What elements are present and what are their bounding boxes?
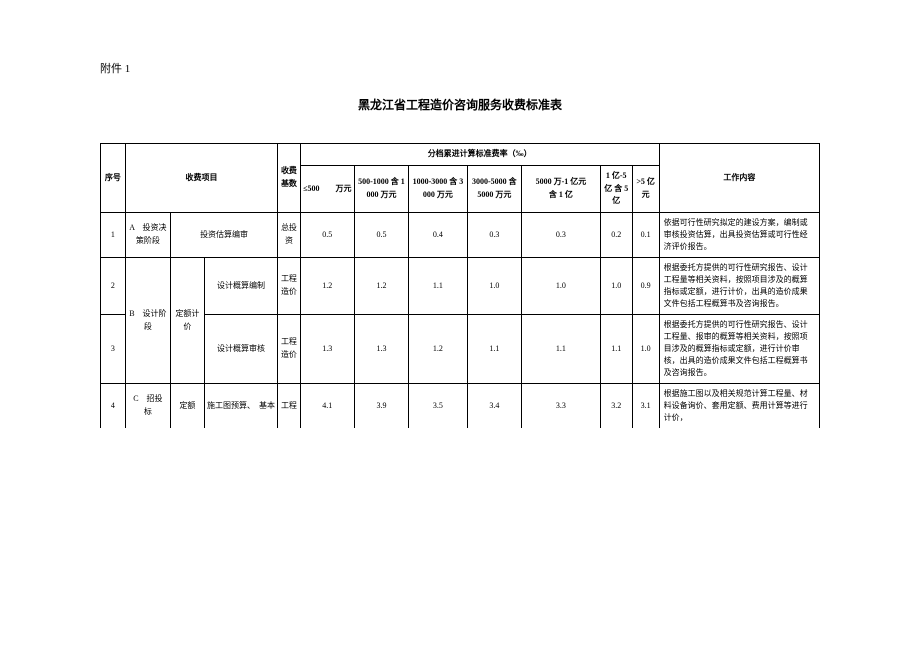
- th-item: 收费项目: [125, 144, 277, 213]
- th-base: 收费基数: [278, 144, 301, 213]
- th-tier7: >5 亿元: [632, 165, 659, 212]
- cell-base: 工程造价: [278, 258, 301, 315]
- cell-v2: 0.5: [354, 213, 408, 258]
- cell-v7: 0.1: [632, 213, 659, 258]
- cell-v6: 0.2: [600, 213, 632, 258]
- cell-base: 工程: [278, 384, 301, 429]
- cell-v3: 3.5: [409, 384, 468, 429]
- th-tier1: ≤500 万元: [300, 165, 354, 212]
- cell-sub: 定额计价: [170, 258, 204, 384]
- th-tier6: 1 亿-5 亿 含 5 亿: [600, 165, 632, 212]
- cell-name: 设计概算编制: [204, 258, 277, 315]
- cell-v5: 1.0: [521, 258, 600, 315]
- cell-v5: 1.1: [521, 315, 600, 384]
- cell-seq: 1: [101, 213, 126, 258]
- cell-group: B 设计阶段: [125, 258, 170, 384]
- th-seq: 序号: [101, 144, 126, 213]
- th-tier5: 5000 万-1 亿元 含 1 亿: [521, 165, 600, 212]
- th-content: 工作内容: [659, 144, 819, 213]
- attachment-label: 附件 1: [100, 60, 820, 76]
- cell-desc: 根据施工图以及相关规范计算工程量、材料设备询价、套用定额、费用计算等进行计价，: [659, 384, 819, 429]
- cell-name: 投资估算编审: [170, 213, 277, 258]
- table-row: 1 A 投资决策阶段 投资估算编审 总投资 0.5 0.5 0.4 0.3 0.…: [101, 213, 820, 258]
- th-tier3: 1000-3000 含 3000 万元: [409, 165, 468, 212]
- cell-v1: 4.1: [300, 384, 354, 429]
- cell-v5: 3.3: [521, 384, 600, 429]
- cell-seq: 2: [101, 258, 126, 315]
- page-title: 黑龙江省工程造价咨询服务收费标准表: [100, 96, 820, 113]
- cell-seq: 4: [101, 384, 126, 429]
- cell-v4: 1.0: [467, 258, 521, 315]
- th-tier2: 500-1000 含 1000 万元: [354, 165, 408, 212]
- table-row: 4 C 招投 标 定额 施工图预算、 基本 工程 4.1 3.9 3.5 3.4…: [101, 384, 820, 429]
- cell-v7: 3.1: [632, 384, 659, 429]
- cell-v6: 3.2: [600, 384, 632, 429]
- th-tier-group: 分档累进计算标准费率（‰）: [300, 144, 659, 166]
- cell-v1: 1.2: [300, 258, 354, 315]
- cell-desc: 根据委托方提供的可行性研究报告、设计工程量等相关资料，按照项目涉及的概算指标或定…: [659, 258, 819, 315]
- cell-base: 总投资: [278, 213, 301, 258]
- cell-v3: 1.2: [409, 315, 468, 384]
- cell-v7: 0.9: [632, 258, 659, 315]
- cell-v4: 1.1: [467, 315, 521, 384]
- cell-v4: 0.3: [467, 213, 521, 258]
- cell-v3: 1.1: [409, 258, 468, 315]
- cell-desc: 根据委托方提供的可行性研究报告、设计工程量、报审的概算等相关资料，按照项目涉及的…: [659, 315, 819, 384]
- cell-v1: 0.5: [300, 213, 354, 258]
- th-tier4: 3000-5000 含 5000 万元: [467, 165, 521, 212]
- cell-v3: 0.4: [409, 213, 468, 258]
- cell-v6: 1.1: [600, 315, 632, 384]
- cell-v5: 0.3: [521, 213, 600, 258]
- fee-standard-table: 序号 收费项目 收费基数 分档累进计算标准费率（‰） 工作内容 ≤500 万元 …: [100, 143, 820, 428]
- cell-v2: 1.3: [354, 315, 408, 384]
- table-row: 3 设计概算审核 工程造价 1.3 1.3 1.2 1.1 1.1 1.1 1.…: [101, 315, 820, 384]
- cell-v2: 3.9: [354, 384, 408, 429]
- cell-v1: 1.3: [300, 315, 354, 384]
- table-row: 2 B 设计阶段 定额计价 设计概算编制 工程造价 1.2 1.2 1.1 1.…: [101, 258, 820, 315]
- cell-v7: 1.0: [632, 315, 659, 384]
- cell-name: 设计概算审核: [204, 315, 277, 384]
- cell-v2: 1.2: [354, 258, 408, 315]
- cell-desc: 依据可行性研究拟定的建设方案，编制或审核投资估算，出具投资估算或可行性经济评价报…: [659, 213, 819, 258]
- cell-v4: 3.4: [467, 384, 521, 429]
- cell-v6: 1.0: [600, 258, 632, 315]
- cell-group: A 投资决策阶段: [125, 213, 170, 258]
- cell-name: 施工图预算、 基本: [204, 384, 277, 429]
- cell-base: 工程造价: [278, 315, 301, 384]
- cell-sub: 定额: [170, 384, 204, 429]
- cell-group: C 招投 标: [125, 384, 170, 429]
- cell-seq: 3: [101, 315, 126, 384]
